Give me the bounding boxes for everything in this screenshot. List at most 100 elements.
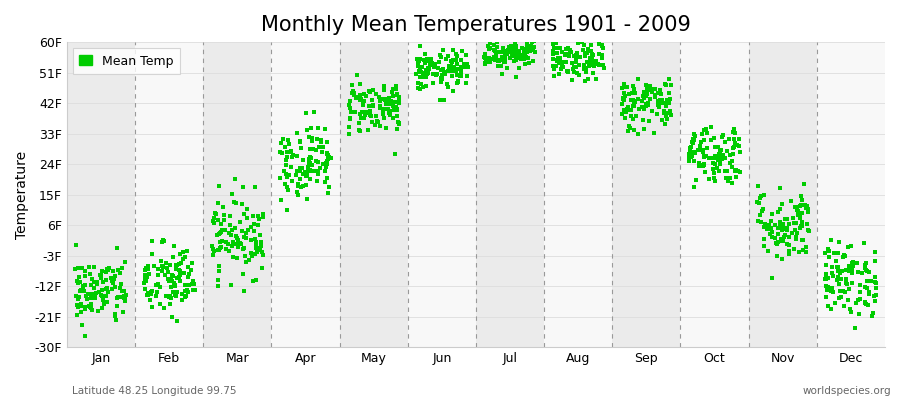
Point — [158, 260, 173, 266]
Bar — [408, 42, 476, 347]
Point — [772, 206, 787, 212]
Point — [750, 199, 764, 205]
Point — [499, 49, 513, 55]
Point — [486, 56, 500, 62]
Point — [346, 90, 361, 97]
Point — [636, 93, 651, 99]
Point — [831, 268, 845, 274]
Point — [707, 152, 722, 159]
Point — [794, 193, 808, 199]
Point — [561, 67, 575, 74]
Point — [615, 100, 629, 107]
Point — [160, 265, 175, 272]
Point — [587, 57, 601, 64]
Point — [659, 113, 673, 119]
Point — [143, 297, 157, 303]
Point — [443, 63, 457, 70]
Point — [842, 262, 856, 269]
Point — [513, 55, 527, 62]
Point — [215, 238, 230, 244]
Point — [245, 252, 259, 259]
Point — [99, 299, 113, 306]
Point — [562, 51, 576, 57]
Point — [141, 292, 156, 299]
Point — [105, 286, 120, 292]
Point — [832, 270, 847, 276]
Point — [410, 58, 425, 65]
Point — [278, 171, 293, 177]
Point — [212, 263, 226, 270]
Point — [223, 213, 238, 219]
Point — [96, 279, 111, 286]
Point — [545, 63, 560, 69]
Point — [148, 263, 162, 270]
Point — [370, 118, 384, 124]
Point — [238, 253, 252, 260]
Point — [493, 57, 508, 63]
Point — [763, 230, 778, 237]
Point — [432, 59, 446, 65]
Point — [693, 142, 707, 149]
Point — [94, 287, 109, 293]
Point — [652, 97, 667, 103]
Point — [173, 272, 187, 278]
Point — [707, 154, 722, 160]
Point — [796, 181, 811, 188]
Point — [93, 272, 107, 278]
Point — [78, 306, 93, 312]
Point — [301, 126, 315, 133]
Point — [757, 192, 771, 198]
Point — [500, 51, 515, 57]
Point — [638, 81, 652, 88]
Point — [169, 275, 184, 282]
Point — [616, 96, 630, 103]
Point — [206, 218, 220, 224]
Point — [386, 103, 400, 109]
Point — [844, 280, 859, 286]
Point — [726, 126, 741, 132]
Point — [111, 294, 125, 300]
Point — [619, 83, 634, 90]
Point — [158, 293, 173, 300]
Point — [296, 157, 310, 164]
Point — [186, 287, 201, 294]
Point — [490, 48, 504, 55]
Point — [453, 72, 467, 79]
Point — [661, 116, 675, 122]
Point — [71, 304, 86, 310]
Point — [716, 132, 731, 138]
Point — [352, 127, 366, 134]
Point — [145, 288, 159, 294]
Point — [413, 64, 428, 70]
Point — [681, 158, 696, 164]
Point — [820, 287, 834, 294]
Point — [299, 182, 313, 188]
Point — [615, 111, 629, 117]
Point — [682, 147, 697, 153]
Point — [314, 144, 328, 151]
Point — [342, 115, 356, 122]
Point — [214, 244, 229, 250]
Point — [595, 52, 609, 58]
Point — [179, 293, 194, 300]
Point — [251, 222, 266, 228]
Point — [248, 236, 262, 242]
Point — [698, 153, 712, 159]
Point — [366, 102, 381, 109]
Point — [819, 273, 833, 279]
Point — [561, 45, 575, 52]
Point — [507, 58, 521, 64]
Point — [104, 278, 119, 284]
Point — [508, 43, 523, 50]
Point — [255, 265, 269, 271]
Point — [290, 130, 304, 136]
Point — [213, 221, 228, 228]
Point — [291, 192, 305, 198]
Point — [154, 257, 168, 264]
Point — [831, 274, 845, 280]
Point — [302, 146, 317, 153]
Point — [585, 60, 599, 66]
Point — [76, 288, 91, 294]
Point — [833, 287, 848, 294]
Point — [482, 54, 496, 61]
